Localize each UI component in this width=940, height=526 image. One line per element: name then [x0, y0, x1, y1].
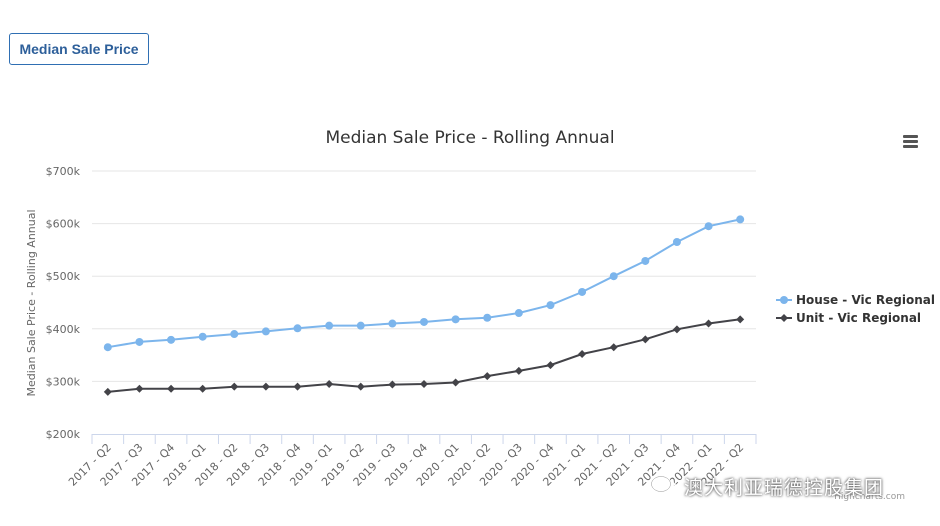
data-point[interactable] — [641, 335, 650, 344]
chart-menu-button[interactable] — [900, 132, 922, 152]
data-point[interactable] — [609, 272, 618, 281]
data-point[interactable] — [198, 384, 207, 393]
data-point[interactable] — [356, 382, 365, 391]
data-point[interactable] — [325, 380, 334, 389]
data-point[interactable] — [388, 319, 397, 328]
data-point[interactable] — [736, 215, 745, 224]
y-axis-title: Median Sale Price - Rolling Annual — [25, 209, 38, 396]
y-tick-label: $400k — [46, 323, 81, 336]
data-point[interactable] — [356, 321, 365, 330]
legend-item-house[interactable]: House - Vic Regional — [776, 293, 935, 307]
data-point[interactable] — [388, 380, 397, 389]
data-point[interactable] — [198, 332, 207, 341]
data-point[interactable] — [578, 287, 587, 296]
data-point[interactable] — [546, 361, 555, 370]
legend-marker — [780, 296, 788, 304]
y-tick-label: $600k — [46, 218, 81, 231]
data-point[interactable] — [293, 382, 302, 391]
data-point[interactable] — [451, 315, 460, 324]
watermark: 澳大利亚瑞德控股集团 — [650, 471, 884, 501]
data-point[interactable] — [420, 317, 428, 326]
legend-marker — [780, 314, 788, 322]
data-point[interactable] — [103, 387, 112, 396]
data-point[interactable] — [103, 343, 112, 352]
data-point[interactable] — [230, 382, 239, 391]
data-point[interactable] — [672, 325, 681, 334]
y-tick-label: $300k — [46, 375, 81, 388]
chart-title: Median Sale Price - Rolling Annual — [325, 128, 614, 148]
legend-item-unit[interactable]: Unit - Vic Regional — [776, 311, 921, 325]
data-point[interactable] — [672, 238, 681, 247]
legend-label: Unit - Vic Regional — [796, 311, 921, 325]
credits-text[interactable]: Highcharts.com — [834, 492, 905, 502]
data-point[interactable] — [420, 380, 428, 389]
series-unit — [103, 315, 745, 396]
data-point[interactable] — [261, 327, 270, 336]
series-line — [107, 218, 741, 349]
data-point[interactable] — [451, 378, 460, 387]
data-point[interactable] — [514, 366, 523, 375]
series-house — [103, 215, 745, 352]
data-point[interactable] — [167, 335, 176, 344]
watermark-text: 澳大利亚瑞德控股集团 — [684, 476, 885, 499]
data-point[interactable] — [704, 319, 713, 328]
data-point[interactable] — [609, 343, 618, 352]
hamburger-menu-icon — [903, 135, 918, 138]
legend-label: House - Vic Regional — [796, 293, 935, 307]
y-tick-label: $500k — [46, 270, 81, 283]
data-point[interactable] — [167, 384, 176, 393]
data-point[interactable] — [514, 309, 523, 318]
data-point[interactable] — [261, 382, 270, 391]
data-point[interactable] — [578, 350, 587, 359]
data-point[interactable] — [325, 321, 334, 330]
data-point[interactable] — [230, 330, 239, 339]
data-point[interactable] — [641, 256, 650, 265]
data-point[interactable] — [483, 372, 492, 381]
data-point[interactable] — [704, 222, 713, 231]
y-tick-label: $200k — [46, 428, 81, 441]
hamburger-menu-icon — [903, 145, 918, 148]
hamburger-menu-icon — [903, 140, 918, 143]
median-sale-price-tab[interactable]: Median Sale Price — [9, 33, 149, 65]
wechat-icon — [650, 475, 677, 496]
data-point[interactable] — [483, 313, 492, 322]
data-point[interactable] — [736, 315, 745, 324]
data-point[interactable] — [135, 337, 144, 346]
data-point[interactable] — [546, 301, 555, 310]
y-tick-label: $700k — [46, 165, 81, 178]
data-point[interactable] — [293, 324, 302, 333]
data-point[interactable] — [135, 384, 144, 393]
